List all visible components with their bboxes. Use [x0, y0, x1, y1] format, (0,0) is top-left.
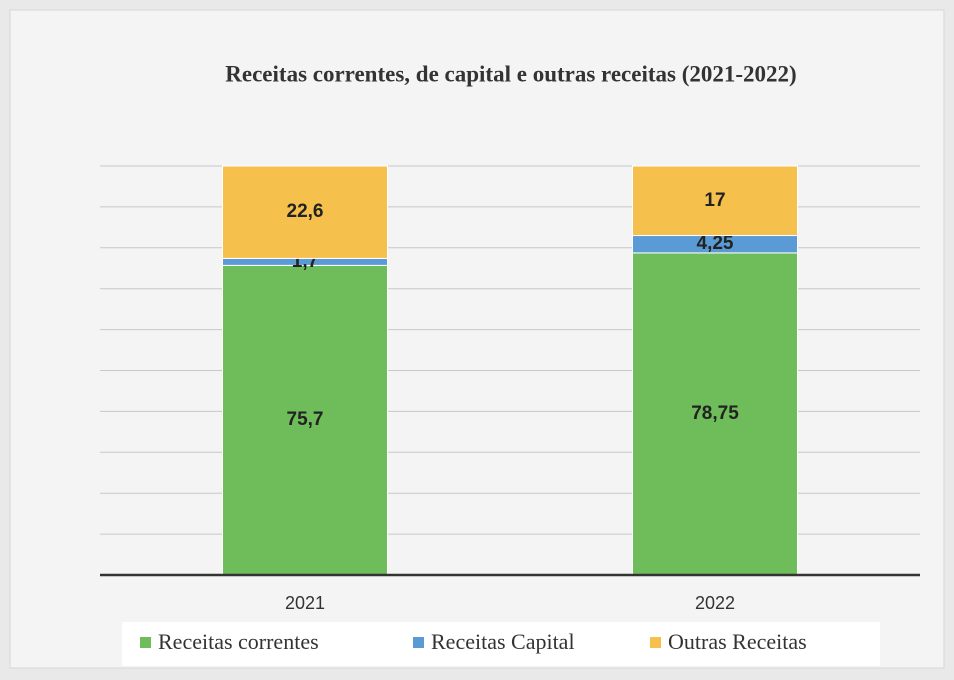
legend-swatch	[650, 637, 661, 648]
x-tick-label: 2021	[285, 593, 325, 613]
legend-swatch	[413, 637, 424, 648]
chart-frame	[9, 9, 945, 669]
legend-label: Receitas Capital	[431, 629, 575, 654]
bar-segment	[632, 252, 798, 576]
data-label: 4,25	[697, 233, 734, 254]
data-label: 78,75	[691, 403, 739, 424]
legend-label: Outras Receitas	[668, 629, 807, 654]
legend-swatch	[140, 637, 151, 648]
legend-box	[122, 622, 880, 666]
data-label: 22,6	[287, 201, 324, 222]
legend-label: Receitas correntes	[158, 629, 319, 654]
data-label: 17	[704, 190, 725, 211]
bar-segment	[632, 165, 798, 237]
bar-segment	[222, 165, 388, 259]
data-label: 75,7	[287, 409, 324, 430]
bar-segment	[222, 264, 388, 576]
chart-title: Receitas correntes, de capital e outras …	[225, 61, 796, 86]
x-tick-label: 2022	[695, 593, 735, 613]
